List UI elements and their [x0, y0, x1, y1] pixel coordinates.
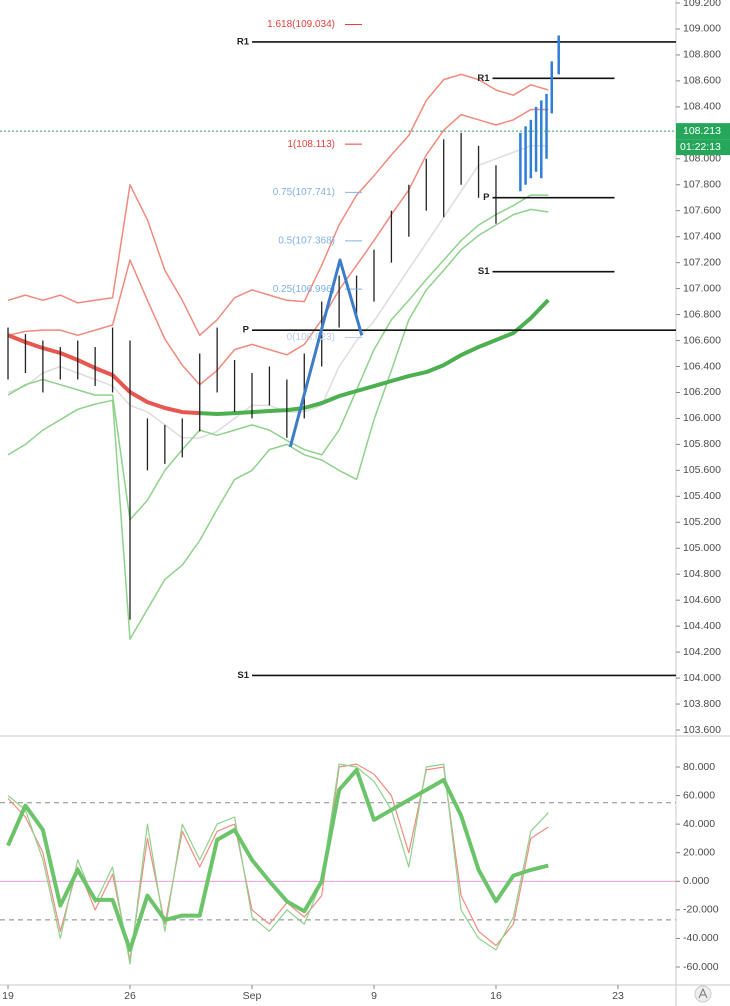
y-tick-label: 20.000	[683, 846, 715, 858]
indicator-line	[7, 73, 549, 337]
x-tick-label: 23	[612, 990, 624, 1002]
pivot-label: S1	[478, 266, 490, 277]
fib-label: 0.75(107.741)	[273, 187, 335, 198]
x-tick-label: 19	[2, 990, 14, 1002]
indicator-line	[7, 208, 549, 640]
last-price-label: 108.213	[683, 125, 721, 137]
fib-label: 0.5(107.368)	[278, 235, 335, 246]
pivot-label: S1	[237, 670, 249, 681]
y-tick-label: 109.000	[683, 23, 721, 35]
y-tick-label: 40.000	[683, 818, 715, 830]
x-tick-label: 16	[490, 990, 502, 1002]
y-tick-label: 103.800	[683, 698, 721, 710]
y-tick-label: 106.000	[683, 412, 721, 424]
y-tick-label: -20.000	[683, 904, 719, 916]
y-tick-label: 105.200	[683, 516, 721, 528]
y-tick-label: 108.600	[683, 75, 721, 87]
y-tick-label: 106.200	[683, 386, 721, 398]
y-tick-label: -60.000	[683, 961, 719, 973]
indicator-line	[7, 333, 200, 416]
fib-label: 0(106.623)	[287, 332, 335, 343]
y-tick-label: 106.800	[683, 308, 721, 320]
oscillator-line	[6, 767, 549, 952]
y-tick-label: 104.600	[683, 594, 721, 606]
pivot-label: R1	[237, 36, 250, 47]
x-tick-label: 26	[124, 990, 136, 1002]
indicator-line	[7, 194, 549, 521]
y-tick-label: 0.000	[683, 875, 709, 887]
y-tick-label: 104.000	[683, 672, 721, 684]
y-tick-label: 106.400	[683, 360, 721, 372]
countdown-label: 01:22:13	[680, 141, 721, 153]
y-tick-label: 108.000	[683, 153, 721, 165]
y-tick-label: -40.000	[683, 932, 719, 944]
y-tick-label: 107.800	[683, 179, 721, 191]
countdown-box	[676, 139, 730, 156]
indicator-line	[199, 298, 550, 416]
y-tick-label: 103.600	[683, 724, 721, 736]
y-tick-label: 106.600	[683, 334, 721, 346]
y-tick-label: 80.000	[683, 761, 715, 773]
y-tick-label: 107.400	[683, 230, 721, 242]
fib-label: 1(108.113)	[287, 139, 335, 150]
oscillator-line	[7, 763, 549, 961]
y-tick-label: 60.000	[683, 789, 715, 801]
x-tick-label: 9	[371, 990, 377, 1002]
pivot-label: P	[483, 192, 490, 203]
fib-label: 0.25(106.996)	[273, 284, 335, 295]
y-tick-label: 105.800	[683, 438, 721, 450]
pivot-label: R1	[477, 73, 490, 84]
indicator-line	[7, 108, 549, 386]
last-price-box	[676, 123, 730, 140]
y-tick-label: 107.200	[683, 256, 721, 268]
y-tick-label: 107.000	[683, 282, 721, 294]
x-tick-label: Sep	[243, 990, 262, 1002]
y-tick-label: 105.400	[683, 490, 721, 502]
y-tick-label: 108.800	[683, 49, 721, 61]
oscillator-line	[7, 763, 549, 965]
y-tick-label: 108.400	[683, 101, 721, 113]
y-tick-label: 104.800	[683, 568, 721, 580]
y-tick-label: 105.600	[683, 464, 721, 476]
auto-scale-icon	[698, 987, 708, 999]
y-tick-label: 105.000	[683, 542, 721, 554]
harmonic-pattern	[288, 258, 364, 448]
y-tick-label: 104.200	[683, 646, 721, 658]
fib-label: 1.618(109.034)	[267, 19, 335, 30]
y-tick-label: 107.600	[683, 204, 721, 216]
y-tick-label: 109.200	[683, 0, 721, 9]
pivot-label: P	[243, 325, 250, 336]
y-tick-label: 104.400	[683, 620, 721, 632]
